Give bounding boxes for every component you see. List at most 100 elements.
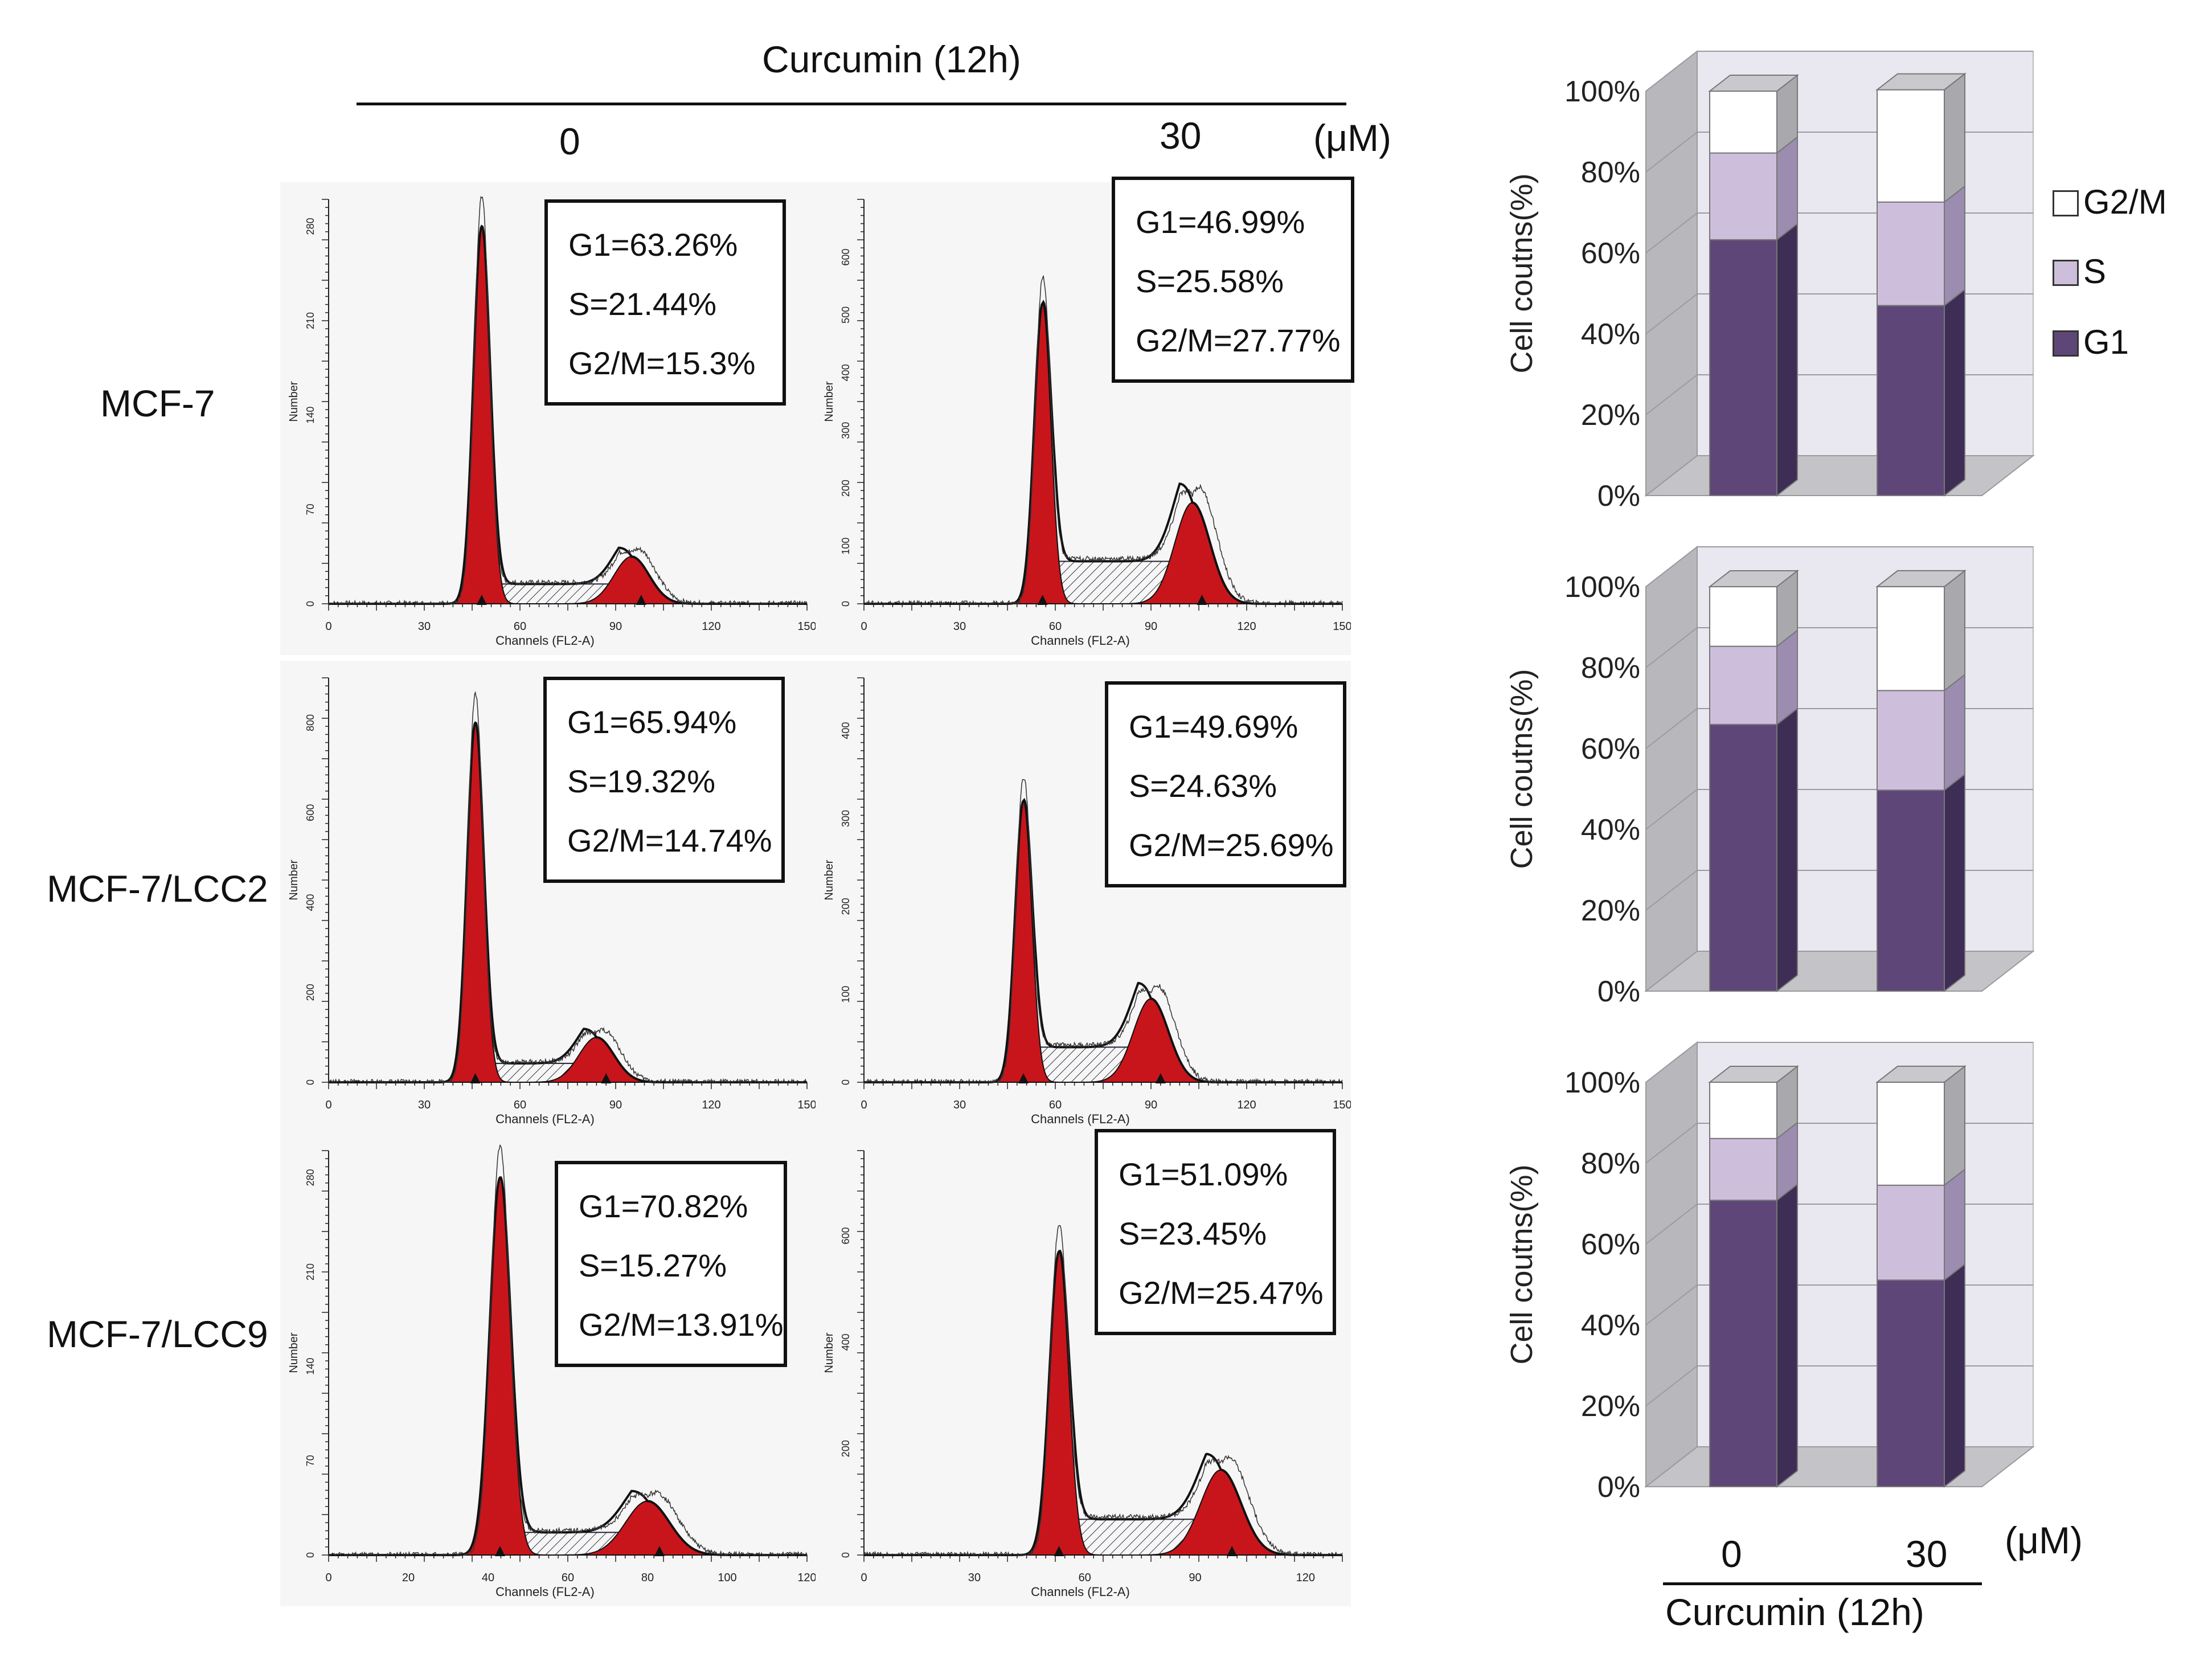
gridline	[1645, 546, 2033, 587]
y-tick-label: 400	[840, 722, 851, 739]
bar-0-G1-segment	[1709, 723, 1777, 992]
y-tick-label: 600	[840, 248, 851, 265]
y-tick-label: 100%	[1564, 1066, 1640, 1099]
header-treatment-label: Curcumin (12h)	[762, 38, 1021, 80]
histogram-svg: 0 20 40 60 80 100 120 0 70 140 210 280 Number Channel…	[288, 1144, 816, 1599]
stacked-bar-chart-lcc2: 0% 20% 40% 60% 80% 100% Cell coutns(%)	[1498, 535, 2045, 1048]
bar-0-S-segment	[1709, 645, 1777, 725]
y-tick-label: 280	[305, 1169, 316, 1186]
y-tick-label: 0	[305, 1552, 316, 1558]
g1-marker	[1054, 1546, 1064, 1556]
gridline	[1645, 1042, 2033, 1083]
x-tick-label: 120	[1237, 620, 1256, 633]
stat-s: S=21.44%	[568, 286, 716, 322]
side-wall	[1645, 545, 1698, 993]
y-tick-label: 200	[840, 480, 851, 497]
bar-30-G2M-side	[1944, 1065, 1965, 1186]
stat-s: S=19.32%	[567, 763, 715, 799]
raw-data-line	[864, 779, 1343, 1084]
y-tick-label: 100	[840, 986, 851, 1003]
bar-x-label-0: 0	[1721, 1533, 1742, 1575]
bar-30-S-side	[1944, 673, 1965, 792]
g1-marker	[476, 595, 487, 605]
stats-box-mcf7-30uM: G1=46.99% S=25.58% G2/M=27.77%	[1112, 177, 1354, 383]
g2m-peak	[329, 1037, 807, 1083]
y-tick-label: 100	[840, 538, 851, 555]
y-tick-label: 400	[840, 1333, 851, 1351]
stat-g2m: G2/M=15.3%	[568, 345, 756, 381]
x-tick-label: 20	[402, 1572, 415, 1584]
bar-0-top	[1708, 1066, 1799, 1083]
x-tick-label: 60	[562, 1572, 574, 1584]
model-fit-line	[864, 1250, 1342, 1556]
bar-30-G2M-segment	[1877, 1081, 1945, 1186]
stat-g2m: G2/M=25.69%	[1129, 827, 1334, 863]
g2m-marker	[654, 1546, 665, 1556]
bar-30-G2M-segment	[1877, 89, 1945, 203]
y-tick-label: 0%	[1597, 480, 1640, 513]
x-tick-label: 80	[641, 1572, 654, 1584]
y-tick-label: 140	[305, 1358, 316, 1375]
stat-s: S=25.58%	[1136, 263, 1284, 299]
x-tick-label: 90	[1145, 1099, 1157, 1111]
x-axis-label: Channels (FL2-A)	[495, 633, 595, 648]
s-phase-area	[864, 1046, 1342, 1083]
g2m-marker	[636, 595, 646, 605]
header-conc-zero: 0	[559, 120, 580, 162]
header-underline	[357, 103, 1346, 105]
bar-0-G1-segment	[1709, 1200, 1777, 1487]
stat-g1: G1=70.82%	[579, 1188, 748, 1224]
x-tick-label: 0	[861, 1572, 867, 1584]
y-axis-label: Cell coutns(%)	[1505, 1164, 1539, 1364]
histogram-svg: 0 30 60 90 120 0 200 400 600 Number Channels (FL2-…	[823, 1150, 1343, 1599]
bar-chart-svg: 0% 20% 40% 60% 80% 100% Cell coutns(%)	[1505, 1041, 2035, 1504]
x-tick-label: 120	[702, 1099, 720, 1111]
x-tick-label: 60	[514, 620, 526, 633]
y-axis-label: Number	[288, 381, 300, 422]
bar-30-top	[1875, 73, 1967, 91]
x-tick-label: 150	[797, 620, 816, 633]
y-tick-label: 140	[305, 407, 316, 424]
model-fit-line	[864, 300, 1342, 605]
raw-data-line	[328, 690, 808, 1084]
floor	[1644, 1446, 2035, 1487]
legend-swatch-g1	[2053, 330, 2079, 357]
y-axis-label: Cell coutns(%)	[1505, 669, 1539, 869]
y-tick-label: 20%	[1581, 399, 1640, 432]
bar-0-G1-segment	[1709, 239, 1777, 496]
y-tick-label: 60%	[1581, 1228, 1640, 1261]
y-tick-label: 60%	[1581, 237, 1640, 270]
stacked-bar-chart-mcf7: 0% 20% 40% 60% 80% 100% Cell coutns(%)	[1498, 40, 2045, 553]
side-wall	[1645, 1041, 1698, 1488]
bar-0-S-segment	[1709, 1138, 1777, 1201]
y-tick-label: 40%	[1581, 318, 1640, 351]
x-tick-label: 0	[325, 1572, 331, 1584]
y-tick-label: 200	[840, 1440, 851, 1457]
legend-label-g2m: G2/M	[2083, 183, 2167, 221]
stat-g2m: G2/M=14.74%	[567, 823, 772, 858]
x-tick-label: 120	[1296, 1572, 1315, 1584]
y-tick-label: 80%	[1581, 1147, 1640, 1180]
bar-x-underline	[1663, 1582, 1982, 1585]
x-tick-label: 60	[1049, 1099, 1062, 1111]
s-phase-area	[329, 583, 807, 604]
y-tick-label: 200	[305, 984, 316, 1001]
floor	[1644, 455, 2035, 496]
x-tick-label: 0	[325, 620, 331, 633]
x-axis-label: Channels (FL2-A)	[1031, 1112, 1130, 1126]
bar-x-treatment-label: Curcumin (12h)	[1665, 1591, 1924, 1633]
y-tick-label: 100%	[1564, 571, 1640, 604]
bar-0-top	[1708, 570, 1799, 587]
raw-data-line	[328, 1144, 808, 1557]
stat-s: S=15.27%	[579, 1247, 727, 1283]
x-tick-label: 90	[1189, 1572, 1201, 1584]
histogram-svg: 0 30 60 90 120 150 0 100 200 300 400 Number Channels…	[823, 677, 1351, 1126]
histogram-svg: 0 30 60 90 120 150 0 200 400 600 800 Number Channels…	[288, 677, 816, 1126]
bar-30-G1-segment	[1877, 305, 1945, 496]
x-tick-label: 40	[482, 1572, 494, 1584]
header-conc-thirty: 30	[1160, 114, 1202, 157]
g1-marker	[1018, 1073, 1029, 1083]
x-tick-label: 120	[702, 620, 720, 633]
legend-swatch-s	[2053, 260, 2079, 286]
x-tick-label: 120	[1237, 1099, 1256, 1111]
